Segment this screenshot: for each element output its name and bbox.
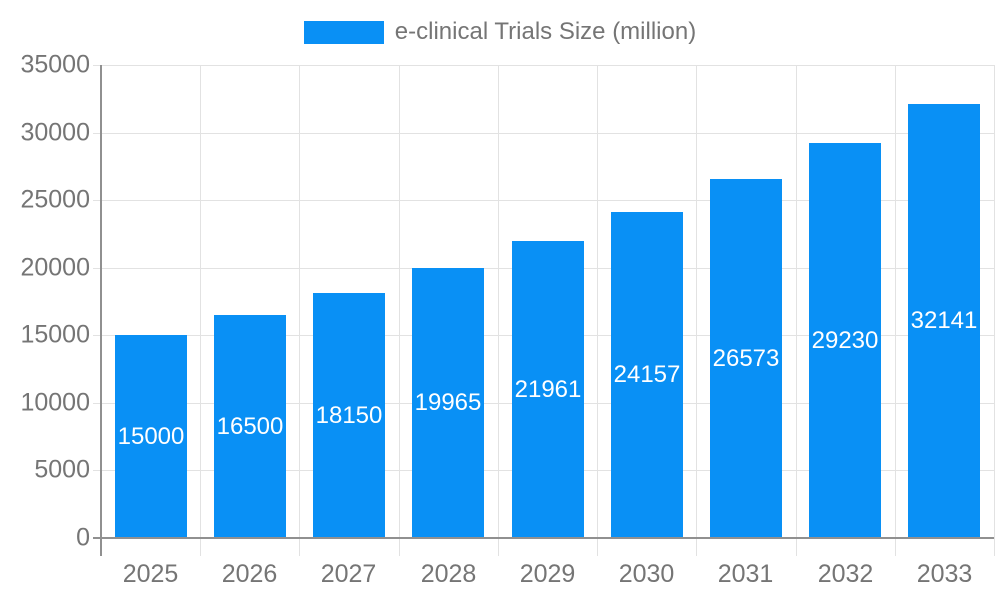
v-gridline <box>200 65 201 556</box>
x-axis-tick-label: 2027 <box>320 560 377 588</box>
x-axis-tick-label: 2025 <box>122 560 179 588</box>
bar-value-label: 19965 <box>414 389 482 416</box>
v-gridline <box>994 65 995 556</box>
y-axis-tick-label: 0 <box>76 523 90 552</box>
y-axis-line <box>100 65 102 556</box>
v-gridline <box>796 65 797 556</box>
bar: 16500 <box>214 315 286 538</box>
x-axis-tick-label: 2031 <box>717 560 774 588</box>
bar-value-label: 26573 <box>712 344 780 372</box>
bar: 29230 <box>809 143 881 538</box>
v-gridline <box>399 65 400 556</box>
bar: 18150 <box>313 293 385 538</box>
bar-value-label: 24157 <box>613 361 681 388</box>
x-axis-tick-label: 2026 <box>221 560 278 588</box>
legend-swatch <box>303 20 384 44</box>
x-axis-tick-label: 2032 <box>817 560 874 588</box>
x-axis-tick-label: 2028 <box>420 560 477 588</box>
x-axis-line <box>93 537 994 539</box>
bar-value-label: 18150 <box>315 401 383 429</box>
h-gridline <box>93 133 994 134</box>
bar-value-label: 15000 <box>117 422 185 450</box>
bar: 15000 <box>115 335 187 538</box>
legend-label: e-clinical Trials Size (million) <box>394 18 697 45</box>
h-gridline <box>93 200 994 201</box>
v-gridline <box>299 65 300 556</box>
y-axis-tick-label: 20000 <box>20 253 90 282</box>
bar-value-label: 16500 <box>216 412 284 440</box>
v-gridline <box>895 65 896 556</box>
bar-value-label: 21961 <box>514 375 582 403</box>
bar: 19965 <box>412 268 484 538</box>
x-axis-tick-label: 2030 <box>618 560 675 588</box>
bar: 32141 <box>908 104 980 538</box>
x-axis-tick-label: 2029 <box>519 560 576 588</box>
y-axis-tick-label: 5000 <box>34 455 90 484</box>
x-axis-tick-label: 2033 <box>916 560 973 588</box>
bar-value-label: 29230 <box>811 326 879 354</box>
y-axis-tick-label: 25000 <box>20 185 90 214</box>
y-axis-tick-label: 15000 <box>20 320 90 349</box>
bar-value-label: 32141 <box>910 307 978 334</box>
v-gridline <box>498 65 499 556</box>
v-gridline <box>696 65 697 556</box>
y-axis-tick-label: 30000 <box>20 118 90 147</box>
v-gridline <box>597 65 598 556</box>
y-axis-tick-label: 10000 <box>20 388 90 417</box>
legend: e-clinical Trials Size (million) <box>0 18 1000 46</box>
h-gridline <box>93 65 994 66</box>
bar: 21961 <box>512 241 584 538</box>
bar: 26573 <box>710 179 782 538</box>
bar: 24157 <box>611 212 683 538</box>
y-axis-tick-label: 35000 <box>20 50 90 79</box>
